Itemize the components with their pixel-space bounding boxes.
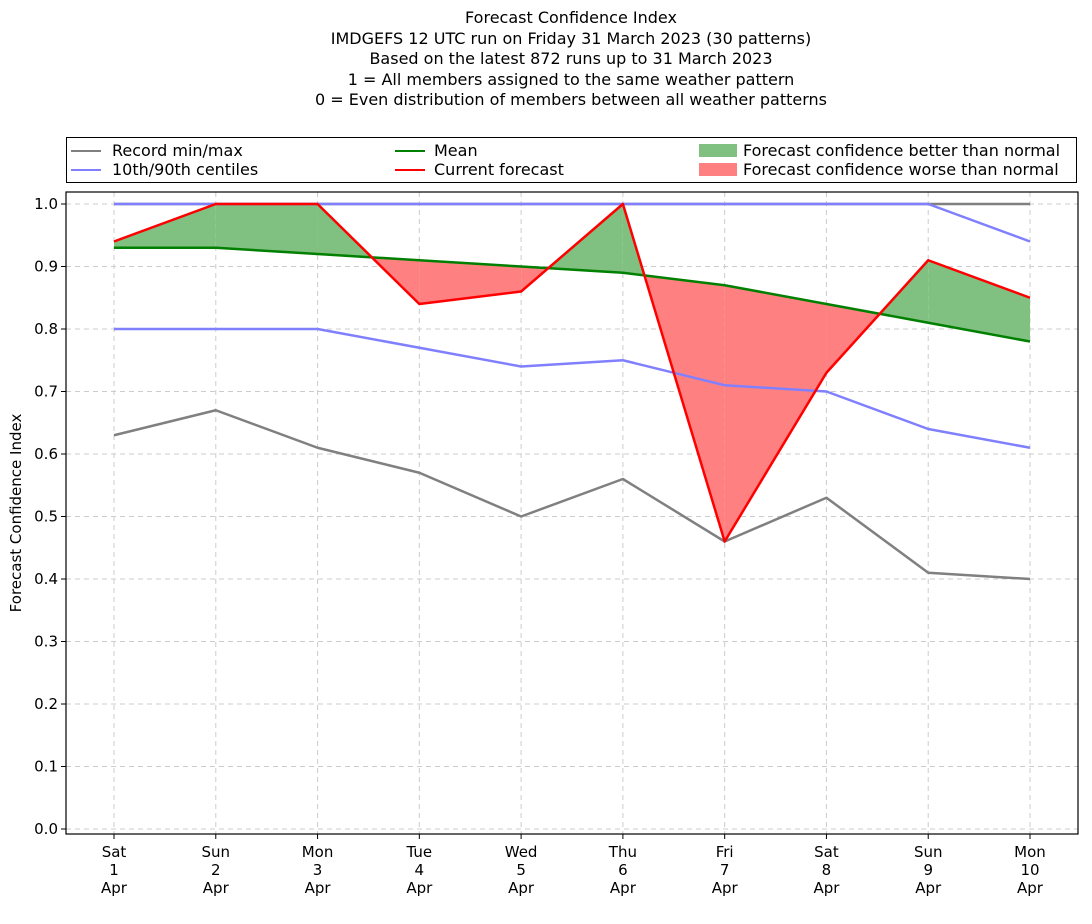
title-line-1: Forecast Confidence Index [465,8,677,27]
series-mean-line [114,246,1031,343]
legend-swatch-record [71,150,101,152]
fill-worse-than-normal [724,285,827,542]
legend-label-centiles: 10th/90th centiles [112,160,259,179]
fill-worse-than-normal [826,304,880,373]
legend-label-mean: Mean [434,141,478,160]
chart-title: Forecast Confidence Index IMDGEFS 12 UTC… [0,8,1092,111]
x-tick-label-5: Thu 6 Apr [608,843,637,897]
y-tick-label-7: 0.7 [34,383,58,401]
fill-better-than-normal [215,204,318,254]
legend-label-better: Forecast confidence better than normal [743,141,1061,160]
x-tick-label-0: Sat 1 Apr [101,843,128,897]
series-record-min-line [113,409,1031,581]
fill-better-than-normal [879,260,929,323]
y-tick-label-4: 0.4 [34,570,58,588]
y-tick-label-9: 0.9 [34,258,58,276]
plot-frame [65,191,1079,835]
x-tick-label-6: Fri 7 Apr [712,843,739,897]
x-tick-label-9: Mon 10 Apr [1014,843,1046,897]
y-tick-label-10: 1.0 [34,195,58,213]
fill-better-than-normal [928,260,1030,342]
legend-swatch-current [395,169,425,171]
legend-label-current: Current forecast [434,160,564,179]
y-tick-label-6: 0.6 [34,445,58,463]
chart-legend: Record min/max 10th/90th centiles Mean C… [66,137,1077,183]
series-10th-centile-line [114,327,1031,449]
y-tick-label-8: 0.8 [34,320,58,338]
y-tick-label-2: 0.2 [34,695,58,713]
fill-better-than-normal [114,204,216,248]
series-current-forecast-line [113,202,1031,543]
legend-swatch-mean [395,150,425,152]
y-tick-label-3: 0.3 [34,633,58,651]
legend-swatch-worse [699,163,737,176]
title-line-4: 1 = All members assigned to the same wea… [347,69,795,89]
x-tick-label-2: Mon 3 Apr [302,843,334,897]
y-tick-label-0: 0.0 [34,820,58,838]
y-axis-title: Forecast Confidence Index [7,414,25,613]
x-tick-label-1: Sun 2 Apr [202,843,231,897]
y-tick-label-5: 0.5 [34,508,58,526]
legend-swatch-better [699,144,737,157]
legend-label-record: Record min/max [112,141,243,160]
legend-label-worse: Forecast confidence worse than normal [743,160,1059,179]
x-tick-label-7: Sat 8 Apr [813,843,840,897]
title-line-2: IMDGEFS 12 UTC run on Friday 31 March 20… [330,28,812,48]
x-tick-label-3: Tue 4 Apr [406,843,434,897]
title-line-3: Based on the latest 872 runs up to 31 Ma… [369,49,773,68]
x-tick-label-8: Sun 9 Apr [914,843,943,897]
title-line-5: 0 = Even distribution of members between… [314,90,828,109]
fill-worse-than-normal [419,260,522,304]
x-tick-label-4: Wed 5 Apr [505,843,538,897]
y-tick-label-1: 0.1 [34,758,58,776]
legend-swatch-centiles [71,169,101,171]
